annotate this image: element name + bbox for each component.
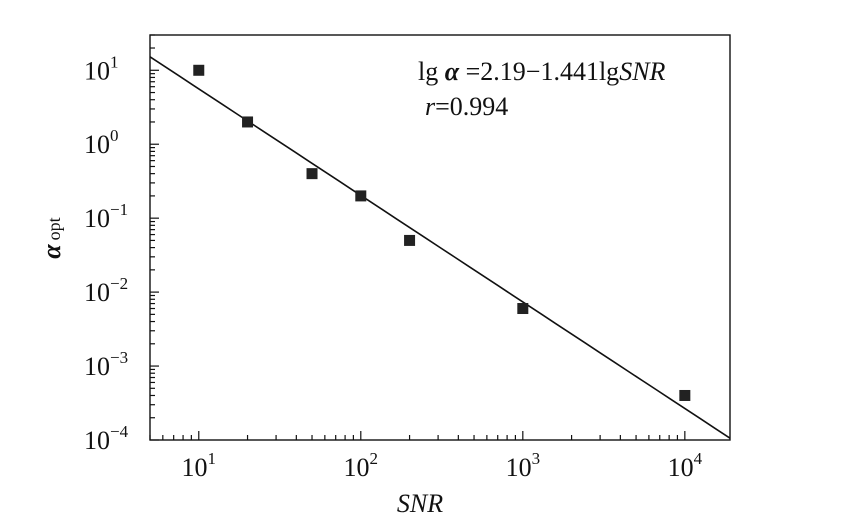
data-markers <box>193 64 691 401</box>
y-tick-label: 10−4 <box>84 422 129 455</box>
x-tick-label: 102 <box>344 449 379 482</box>
y-tick-label: 10−1 <box>84 200 128 233</box>
y-tick-label: 10−3 <box>84 348 128 381</box>
x-tick-label: 104 <box>668 449 703 482</box>
y-tick-label: 101 <box>84 52 119 85</box>
x-tick-label: 103 <box>506 449 541 482</box>
data-point-marker <box>517 303 529 315</box>
equation-rest: =2.19−1.441lg <box>466 57 620 86</box>
equation-annotation: lg α =2.19−1.441lgSNR <box>418 57 666 86</box>
y-tick-label: 10−2 <box>84 274 128 307</box>
x-axis-ticks: 101 102 103 104 <box>149 431 703 482</box>
y-axis-label: α opt <box>37 217 66 258</box>
y-axis-ticks: 101 100 10−1 10−2 10−3 10−4 <box>84 34 159 455</box>
data-point-marker <box>355 190 367 202</box>
data-point-marker <box>306 168 318 180</box>
svg-text:αopt: α opt <box>37 217 66 258</box>
plot-frame <box>149 34 731 441</box>
y-tick-label: 100 <box>84 126 119 159</box>
correlation-annotation: r=0.994 <box>425 92 508 121</box>
data-point-marker <box>404 234 416 246</box>
correlation-r: r <box>425 92 436 121</box>
data-point-marker <box>242 116 254 128</box>
y-axis-label-symbol: α <box>37 244 66 259</box>
data-point-marker <box>679 389 691 401</box>
equation-lg: lg <box>418 57 438 86</box>
correlation-value: =0.994 <box>435 92 508 121</box>
data-point-marker <box>193 64 205 76</box>
equation-alpha: α <box>445 57 460 86</box>
y-axis-label-subscript: opt <box>44 217 64 240</box>
equation-snr: SNR <box>619 57 665 86</box>
x-axis-label: SNR <box>397 489 443 518</box>
x-tick-label: 101 <box>182 449 217 482</box>
